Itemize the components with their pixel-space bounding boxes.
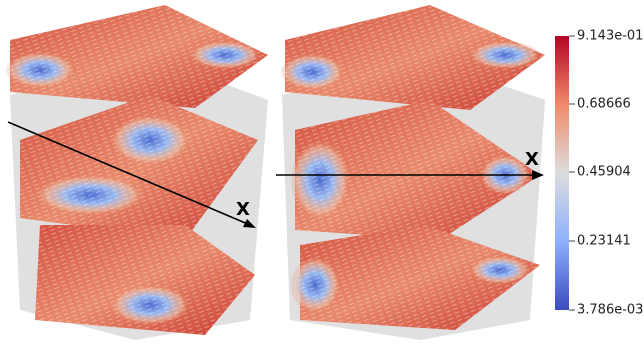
colorbar-label: 0.68666 [577, 97, 631, 112]
figure: X X 9.143e-01 0.68666 0.45904 0.23141 3.… [0, 0, 644, 354]
colorbar-label: 0.45904 [577, 165, 631, 180]
colorbar-ramp [555, 36, 569, 310]
colorbar-label: 3.786e-03 [577, 303, 643, 318]
left-model: X [5, 5, 268, 340]
colorbar-label: 9.143e-01 [577, 29, 643, 44]
right-model: X [276, 5, 545, 340]
colorbar-label: 0.23141 [577, 234, 631, 249]
axis-label: X [525, 149, 539, 170]
page: X X 9.143e-01 0.68666 0.45904 0.23141 3.… [0, 0, 644, 354]
axis-label: X [236, 199, 250, 220]
colorbar: 9.143e-01 0.68666 0.45904 0.23141 3.786e… [555, 29, 643, 318]
